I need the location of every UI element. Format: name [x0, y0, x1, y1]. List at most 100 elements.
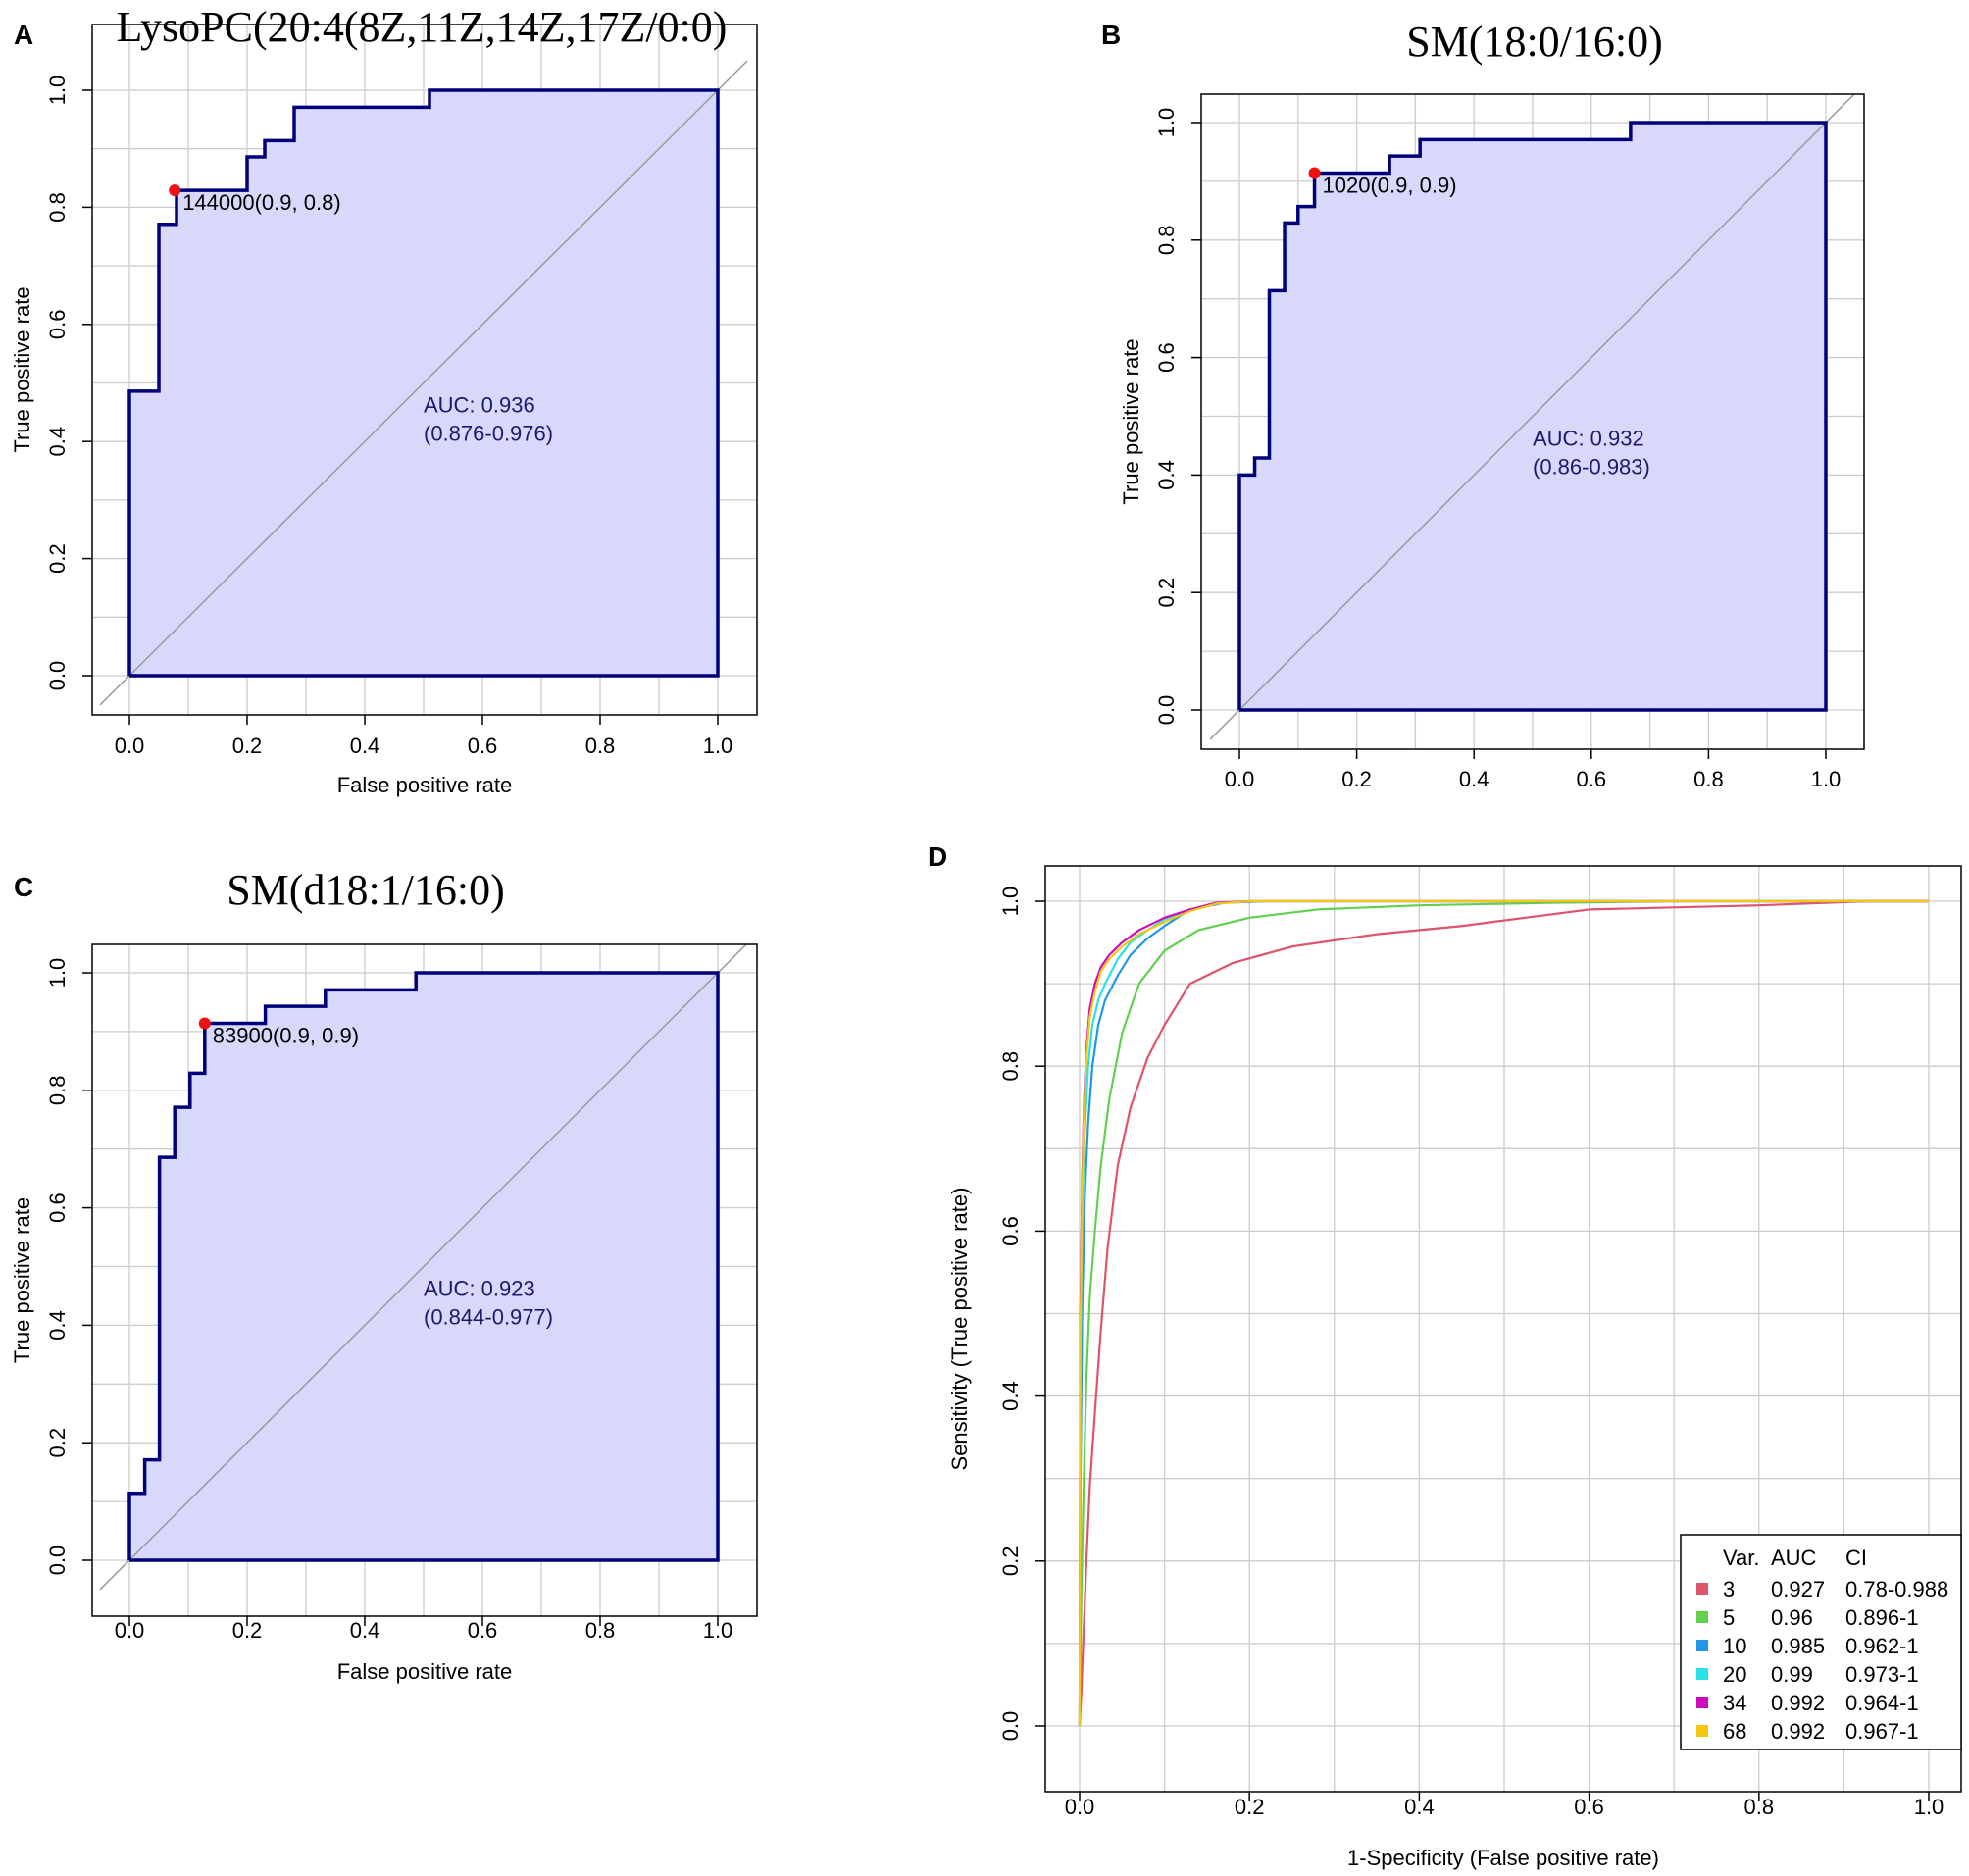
x-tick-label: 0.0: [115, 1618, 145, 1643]
x-tick-label: 0.2: [232, 1618, 263, 1643]
cutpoint-marker: [169, 184, 181, 197]
legend-header-ci: CI: [1845, 1546, 1867, 1570]
y-tick-label: 0.2: [998, 1546, 1023, 1577]
panel-letter: A: [14, 20, 33, 50]
x-tick-label: 0.8: [585, 1618, 616, 1643]
legend-entry-ci: 0.964-1: [1845, 1691, 1919, 1715]
auc-ci-label: (0.876-0.976): [424, 421, 553, 445]
legend-entry-ci: 0.78-0.988: [1845, 1577, 1948, 1601]
x-tick-label: 0.4: [1404, 1795, 1435, 1819]
legend-swatch: [1696, 1611, 1708, 1623]
y-tick-label: 0.2: [45, 543, 70, 574]
y-tick-label: 1.0: [1154, 108, 1179, 138]
legend-entry-auc: 0.927: [1771, 1577, 1825, 1601]
legend-entry-var: 20: [1723, 1662, 1746, 1687]
series-line-3: [1078, 899, 1929, 1727]
legend-swatch: [1696, 1583, 1708, 1595]
auc-ci-label: (0.86-0.983): [1533, 454, 1650, 479]
legend-swatch: [1696, 1725, 1708, 1737]
x-tick-label: 0.0: [1065, 1795, 1095, 1819]
plot-area: [99, 60, 748, 706]
auc-value-label: AUC: 0.936: [424, 392, 535, 417]
legend-entry-ci: 0.962-1: [1845, 1634, 1919, 1658]
legend: Var. AUC CI 3 0.927 0.78-0.988 5 0.96 0.896-1 10 0…: [1680, 1534, 1962, 1750]
plot-frame: [1200, 93, 1865, 750]
legend-swatch: [1696, 1640, 1708, 1651]
legend-entry-ci: 0.973-1: [1845, 1662, 1919, 1687]
cutpoint-label: 83900(0.9, 0.9): [213, 1024, 359, 1048]
legend-box: [1680, 1534, 1962, 1750]
legend-entry-ci: 0.896-1: [1845, 1605, 1919, 1630]
y-tick-label: 1.0: [998, 887, 1023, 917]
series-line-68: [1078, 899, 1929, 1727]
panel-a: 144000(0.9, 0.8) AUC: 0.936 (0.876-0.976) 0…: [10, 3, 758, 797]
panel-letter: C: [14, 872, 33, 902]
legend-header-var: Var.: [1723, 1546, 1760, 1570]
plot-frame: [1044, 865, 1962, 1793]
y-tick-label: 0.4: [45, 1310, 70, 1341]
x-axis-label: 1-Specificity (False positive rate): [1347, 1846, 1659, 1870]
plot-frame: [91, 24, 758, 716]
x-tick-label: 1.0: [1914, 1795, 1944, 1819]
legend-entry-auc: 0.99: [1771, 1662, 1813, 1687]
plot-area: [99, 944, 748, 1591]
plot-area: [1078, 899, 1929, 1727]
x-tick-label: 0.6: [1577, 767, 1607, 791]
y-tick-label: 0.6: [998, 1216, 1023, 1246]
legend-entry-var: 10: [1723, 1634, 1746, 1658]
legend-entry-var: 34: [1723, 1691, 1746, 1715]
cutpoint-marker: [198, 1017, 211, 1030]
x-tick-label: 0.6: [468, 734, 498, 758]
legend-entry-auc: 0.985: [1771, 1634, 1825, 1658]
y-tick-label: 0.8: [45, 192, 70, 223]
chart-title: SM(18:0/16:0): [1406, 18, 1663, 66]
y-tick-label: 1.0: [45, 958, 70, 989]
legend-entry-auc: 0.992: [1771, 1719, 1825, 1744]
roc-curve: [1237, 121, 1828, 712]
x-tick-label: 0.8: [1693, 767, 1724, 791]
x-tick-label: 1.0: [1811, 767, 1842, 791]
y-tick-label: 0.4: [1154, 460, 1179, 490]
x-axis-label: False positive rate: [337, 1659, 513, 1684]
chart-title: SM(d18:1/16:0): [227, 866, 505, 914]
x-tick-label: 0.4: [350, 1618, 380, 1643]
panel-d: 0.0 0.2 0.4 0.6 0.8 1.0 0.0 0.2 0.4 0.6 0.8 1.0 1-Sp…: [928, 841, 1962, 1870]
legend-header-auc: AUC: [1771, 1546, 1817, 1570]
legend-entry-auc: 0.992: [1771, 1691, 1825, 1715]
y-tick-label: 0.4: [45, 427, 70, 457]
auc-value-label: AUC: 0.923: [424, 1276, 535, 1300]
y-tick-label: 0.0: [45, 661, 70, 691]
roc-curve: [127, 971, 720, 1562]
y-tick-label: 0.8: [998, 1051, 1023, 1082]
y-tick-label: 1.0: [45, 76, 70, 106]
series-line-5: [1078, 899, 1929, 1727]
legend-entry-var: 68: [1723, 1719, 1746, 1744]
y-tick-label: 0.2: [45, 1428, 70, 1458]
y-tick-label: 0.2: [1154, 578, 1179, 608]
x-axis-label: False positive rate: [337, 773, 513, 797]
x-tick-label: 0.8: [1744, 1795, 1775, 1819]
y-tick-label: 0.0: [45, 1546, 70, 1576]
x-tick-label: 0.4: [350, 734, 380, 758]
plot-area: [1209, 94, 1856, 740]
panel-letter: D: [928, 841, 947, 872]
y-tick-label: 0.0: [998, 1711, 1023, 1742]
plot-frame: [91, 943, 758, 1617]
x-tick-label: 0.6: [468, 1618, 498, 1643]
legend-entry-var: 3: [1723, 1577, 1735, 1601]
diagonal-reference-line: [1209, 94, 1856, 740]
legend-swatch: [1696, 1668, 1708, 1680]
x-tick-label: 0.2: [1341, 767, 1372, 791]
auc-ci-label: (0.844-0.977): [424, 1304, 553, 1329]
y-axis-label: True positive rate: [10, 286, 34, 452]
x-tick-label: 1.0: [703, 1618, 733, 1643]
legend-entry-ci: 0.967-1: [1845, 1719, 1919, 1744]
cutpoint-label: 144000(0.9, 0.8): [182, 190, 340, 215]
y-tick-label: 0.4: [998, 1381, 1023, 1411]
y-axis-label: True positive rate: [1119, 338, 1143, 504]
y-tick-label: 0.6: [1154, 342, 1179, 373]
panel-c: 83900(0.9, 0.9) AUC: 0.923 (0.844-0.977) 0.…: [10, 866, 758, 1684]
auc-value-label: AUC: 0.932: [1533, 426, 1644, 450]
